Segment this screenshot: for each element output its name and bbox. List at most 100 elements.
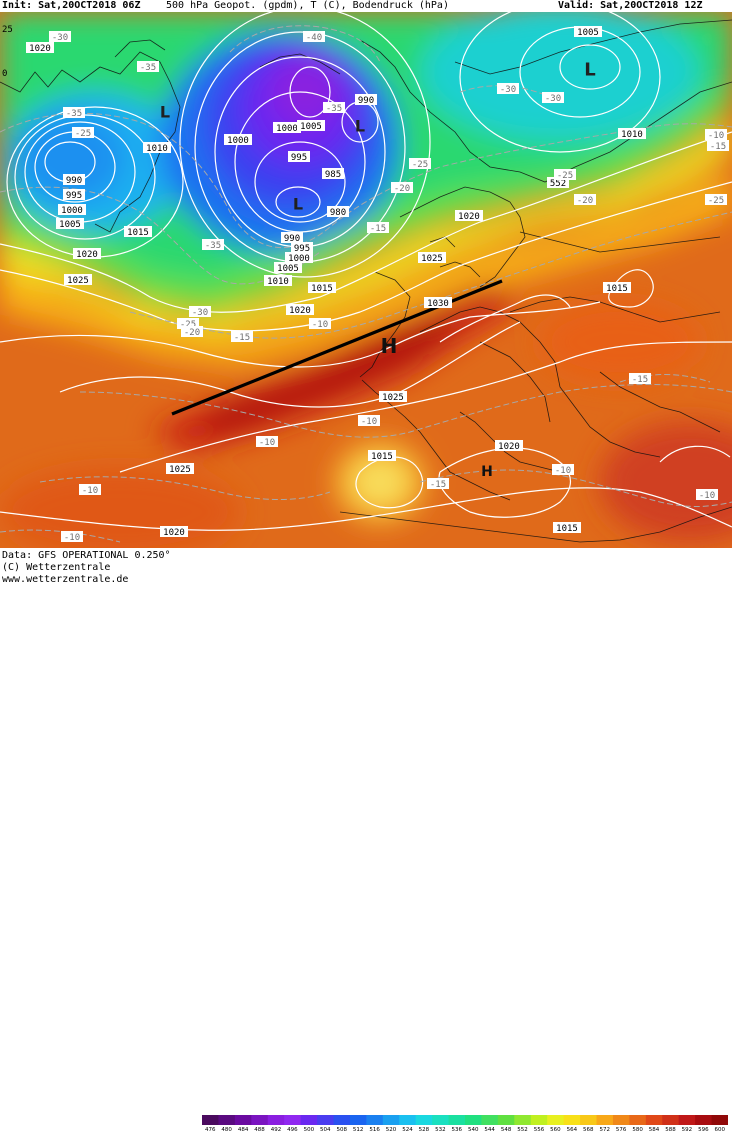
pressure-label: 1015 [368, 450, 396, 462]
colorbar-tick: 504 [320, 1127, 331, 1133]
pressure-label: 990 [63, 174, 85, 186]
temperature-label: -25 [409, 158, 431, 170]
pressure-label-box [273, 122, 301, 133]
colorbar-segment [333, 1115, 351, 1125]
colorbar-tick: 480 [221, 1127, 232, 1133]
colorbar-tick: 552 [517, 1127, 528, 1133]
temperature-label: -30 [49, 31, 71, 43]
temperature-label-text: -30 [52, 33, 68, 43]
pressure-label-box [288, 151, 310, 162]
pressure-label: 980 [327, 206, 349, 218]
temperature-label-box [707, 140, 729, 151]
temperature-label-box [497, 83, 519, 94]
pressure-label-text: 1025 [421, 254, 443, 264]
temperature-label: -10 [79, 484, 101, 496]
temperature-label-text: -30 [192, 308, 208, 318]
pressure-label: 1005 [574, 26, 602, 38]
colorbar-segment [695, 1115, 713, 1125]
colorbar-tick: 556 [533, 1127, 545, 1133]
temperature-label-box [705, 129, 727, 140]
pressure-label: 1005 [274, 262, 302, 274]
low-pressure-center: L [160, 103, 170, 122]
temperature-label-text: -15 [234, 333, 250, 343]
temperature-label-box [303, 31, 325, 42]
temperature-label: -35 [323, 102, 345, 114]
pressure-label-box [418, 252, 446, 263]
pressure-label-text: 990 [284, 234, 300, 244]
pressure-label: 1010 [264, 275, 292, 287]
temperature-label-box [358, 415, 380, 426]
pressure-label-box [618, 128, 646, 139]
pressure-label-box [64, 274, 92, 285]
colorbar-segment [596, 1115, 614, 1125]
colorbar-segment [547, 1115, 565, 1125]
temperature-label-text: -10 [361, 417, 377, 427]
pressure-label: 1000 [58, 204, 86, 216]
colorbar-tick: 584 [648, 1127, 660, 1133]
temperature-label-text: -20 [184, 328, 200, 338]
colorbar-tick: 600 [714, 1127, 726, 1133]
temperature-label: -35 [63, 107, 85, 119]
temperature-label-box [189, 306, 211, 317]
pressure-label: 1005 [56, 218, 84, 230]
pressure-label-box [63, 189, 85, 200]
colorbar-tick: 488 [254, 1127, 265, 1133]
colorbar-tick: 500 [303, 1127, 315, 1133]
pressure-label-text: 1020 [289, 306, 311, 316]
colorbar-segment [530, 1115, 548, 1125]
pressure-label-text: 1020 [498, 442, 520, 452]
pressure-label-text: 1015 [127, 228, 149, 238]
weather-map: 1020 1005 1010 1000 1000 1005 990 995 985 980 990 9… [0, 12, 732, 548]
temperature-label-text: -20 [577, 196, 593, 206]
temperature-label: -25 [705, 194, 727, 206]
colorbar-segment [251, 1115, 269, 1125]
temperature-label-text: -20 [394, 184, 410, 194]
pressure-label: 1000 [285, 252, 313, 264]
temperature-label-text: -30 [545, 94, 561, 104]
colorbar-segment [465, 1115, 482, 1125]
pressure-label-box [322, 168, 344, 179]
colorbar [202, 1115, 728, 1125]
temperature-labels: -30 -40-35-30-30-35-35-25-25-25-20-20 -25-… [49, 31, 729, 543]
temperature-label: -35 [202, 239, 224, 251]
pressure-label-box [603, 282, 631, 293]
pressure-label-text: 1025 [169, 465, 191, 475]
pressure-label-box [308, 282, 336, 293]
temperature-label-box [177, 318, 199, 329]
temperature-label-text: -35 [205, 241, 221, 251]
temperature-label: -15 [231, 331, 253, 343]
temperature-label-box [61, 531, 83, 542]
pressure-label-box [224, 134, 252, 145]
temperature-label-box [181, 326, 203, 337]
temperature-label-box [552, 464, 574, 475]
temperature-label-text: -35 [326, 104, 342, 114]
pressure-label: 995 [288, 151, 310, 163]
colorbar-segment [284, 1115, 302, 1125]
temperature-label-text: -30 [500, 85, 516, 95]
pressure-label: 1020 [26, 42, 54, 54]
temperature-label-box [427, 478, 449, 489]
temperature-label: -10 [696, 489, 718, 501]
pressure-label: 1020 [73, 248, 101, 260]
colorbar-segment [711, 1115, 728, 1125]
temperature-label-box [79, 484, 101, 495]
colorbar-tick: 536 [451, 1127, 463, 1133]
low-pressure-center: L [293, 195, 303, 214]
colorbar-segment [317, 1115, 334, 1125]
temperature-label: -30 [189, 306, 211, 318]
pressure-label-box [286, 304, 314, 315]
colorbar-tick: 564 [566, 1127, 578, 1133]
pressure-label: 1020 [286, 304, 314, 316]
temperature-label-text: -25 [557, 171, 573, 181]
colorbar-tick-labels: 476 480 484 488 492 496 500 504 508 512 516 520 524 5… [202, 1126, 728, 1135]
map-footer: Data: GFS OPERATIONAL 0.250° (C) Wetterz… [0, 548, 732, 1133]
pressure-label: 995 [291, 242, 313, 254]
pressure-label-text: 1005 [300, 122, 322, 132]
pressure-label-text: 1025 [382, 393, 404, 403]
temperature-label-text: -15 [430, 480, 446, 490]
colorbar-segment [645, 1115, 663, 1125]
temperature-label: -15 [367, 222, 389, 234]
pressure-label-box [58, 204, 86, 215]
colorbar-segment [612, 1115, 630, 1125]
